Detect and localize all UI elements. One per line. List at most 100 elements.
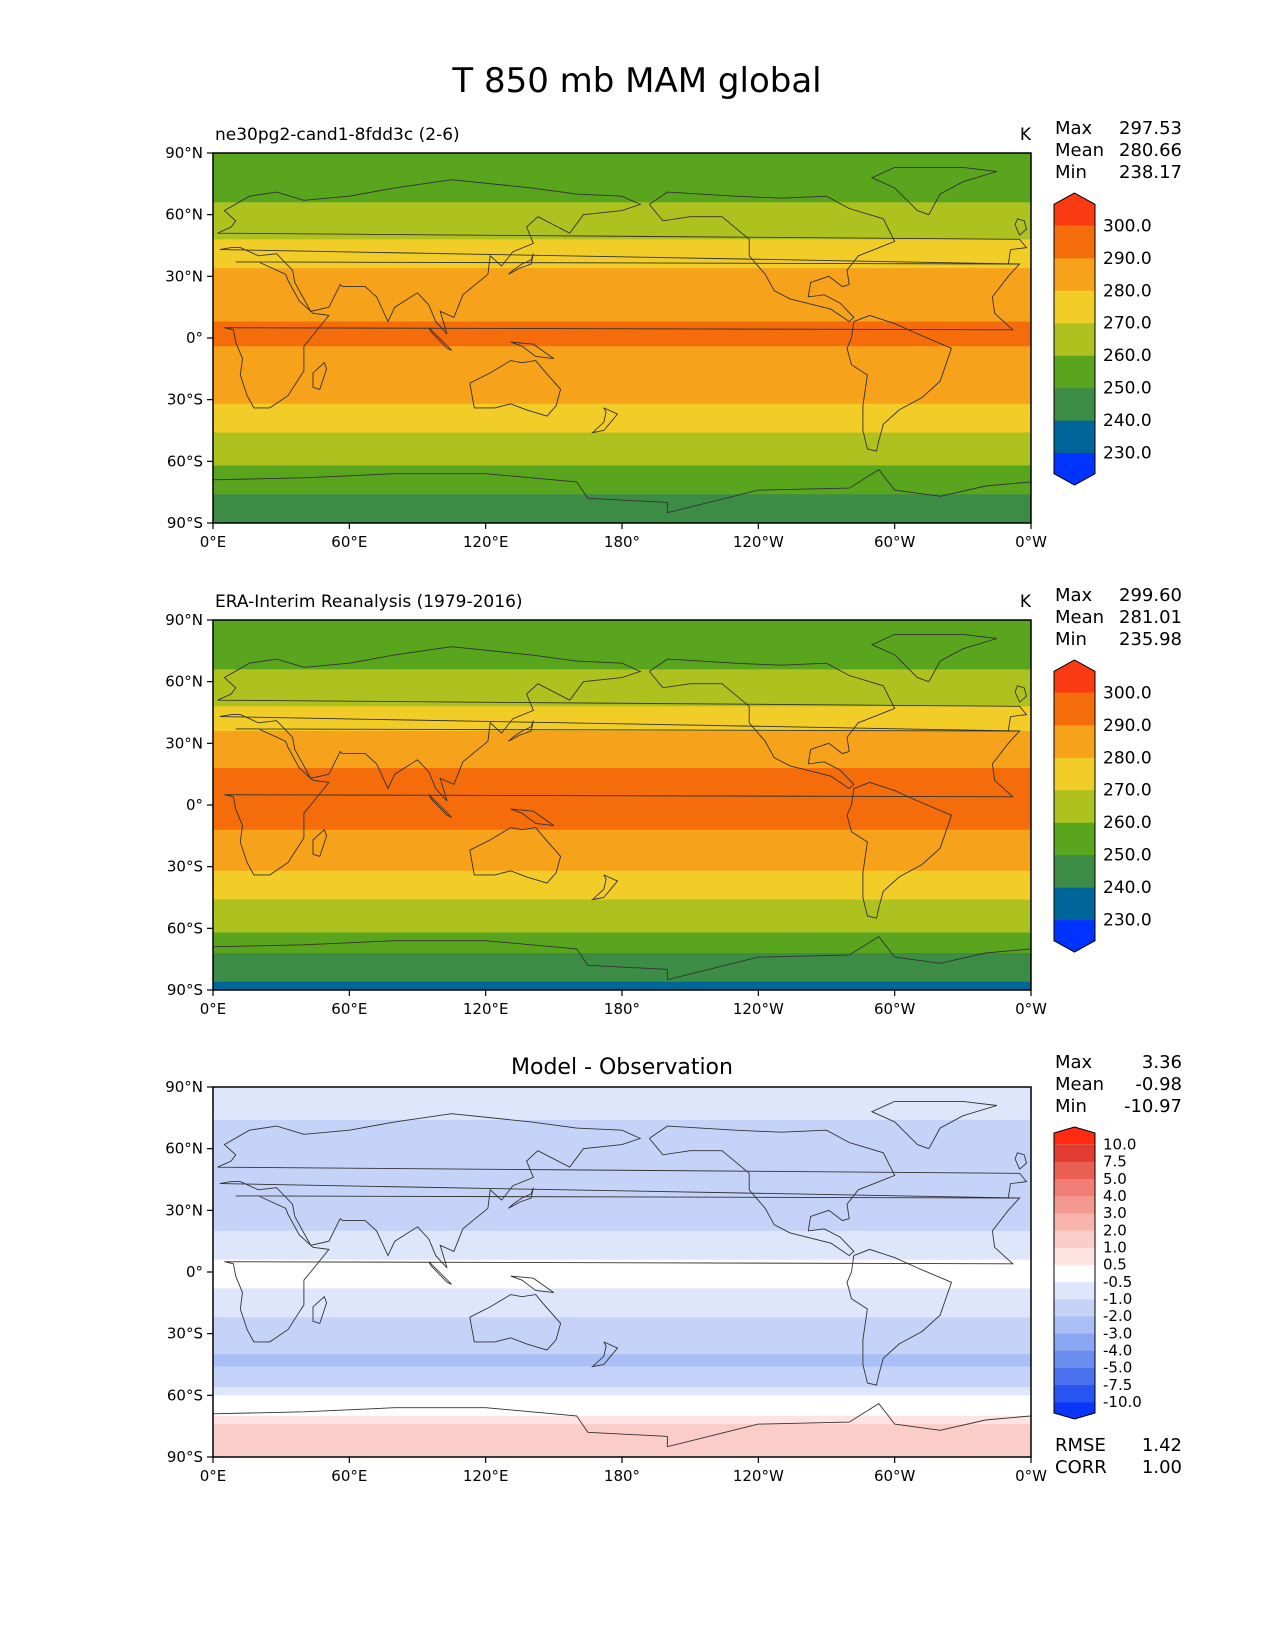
coastline (469, 1294, 562, 1351)
coastline (312, 828, 328, 857)
zonal-band (213, 461, 1031, 467)
zonal-band (213, 903, 1031, 909)
zonal-band (213, 1378, 1031, 1384)
coastline (510, 1275, 555, 1294)
zonal-band (213, 309, 1031, 314)
stat-max-value: 297.53 (1119, 118, 1182, 139)
colorbar-label: -2.0 (1103, 1307, 1132, 1325)
colorbar-segment (1054, 387, 1095, 421)
colorbar-segment (1054, 290, 1095, 324)
zonal-band (213, 477, 1031, 483)
zonal-band (213, 247, 1031, 253)
lon-tick-label: 60°E (331, 533, 367, 551)
zonal-band (213, 1107, 1031, 1113)
zonal-band (213, 235, 1031, 240)
zonal-band (213, 813, 1031, 818)
zonal-band (213, 957, 1031, 962)
stat-min-value: 238.17 (1119, 162, 1182, 183)
coastline (428, 794, 452, 818)
colorbar-segment (1054, 1230, 1095, 1248)
zonal-band (213, 1284, 1031, 1290)
colorbar-segment (1054, 257, 1095, 291)
stat-min-value: 235.98 (1119, 629, 1182, 650)
zonal-band (213, 948, 1031, 954)
zonal-band (213, 366, 1031, 372)
zonal-band (213, 805, 1031, 810)
colorbar-label: -5.0 (1103, 1359, 1132, 1377)
lon-tick-label: 120°W (733, 1467, 784, 1485)
zonal-band (213, 1161, 1031, 1166)
stat-min-label: Min (1055, 162, 1087, 183)
zonal-band (213, 1210, 1031, 1216)
lon-tick-label: 0°E (200, 1467, 227, 1485)
zonal-band (213, 465, 1031, 471)
lon-tick-label: 60°E (331, 1467, 367, 1485)
coastline (510, 808, 555, 827)
zonal-band (213, 1292, 1031, 1298)
zonal-band (213, 772, 1031, 777)
coastline (508, 720, 534, 742)
zonal-band (213, 928, 1031, 934)
zonal-band (213, 502, 1031, 508)
zonal-band (213, 469, 1031, 475)
zonal-band (213, 498, 1031, 504)
coastline (1014, 685, 1028, 703)
zonal-band (213, 911, 1031, 917)
zonal-band (213, 1346, 1031, 1351)
colorbar-label: 7.5 (1103, 1153, 1127, 1171)
lon-tick-label: 180° (604, 1000, 640, 1018)
zonal-band (213, 1156, 1031, 1162)
zonal-band (213, 985, 1031, 990)
zonal-band (213, 1099, 1031, 1105)
colorbar-segment (1054, 1195, 1095, 1214)
zonal-band (213, 1218, 1031, 1224)
zonal-band (213, 1440, 1031, 1446)
zonal-band (213, 449, 1031, 454)
zonal-band (213, 776, 1031, 781)
colorbar-label: 270.0 (1103, 781, 1152, 801)
coastline (508, 253, 534, 275)
colorbar-segment (1054, 1298, 1095, 1317)
zonal-band (213, 329, 1031, 335)
stat-max-label: Max (1055, 118, 1093, 139)
zonal-band (213, 173, 1031, 179)
zonal-band (213, 301, 1031, 306)
zonal-band (213, 391, 1031, 397)
lon-tick-label: 120°E (463, 1467, 509, 1485)
zonal-band (213, 185, 1031, 191)
zonal-band (213, 887, 1031, 892)
zonal-band (213, 358, 1031, 364)
colorbar-segment (1054, 887, 1095, 921)
zonal-band (213, 973, 1031, 979)
zonal-band (213, 944, 1031, 950)
zonal-band (213, 1424, 1031, 1429)
lat-tick-label: 30°S (167, 858, 203, 876)
lon-tick-label: 60°E (331, 1000, 367, 1018)
zonal-band (213, 833, 1031, 839)
zonal-band (213, 354, 1031, 360)
zonal-band (213, 1304, 1031, 1310)
stat-max-label: Max (1055, 1052, 1093, 1073)
zonal-band (213, 1354, 1031, 1359)
zonal-band (213, 276, 1031, 282)
zonal-band (213, 1321, 1031, 1327)
zonal-band (213, 1333, 1031, 1339)
zonal-band (213, 198, 1031, 203)
colorbar-segment (1054, 1384, 1095, 1403)
zonal-band (213, 977, 1031, 983)
zonal-band (213, 677, 1031, 683)
zonal-band (213, 1214, 1031, 1220)
lat-tick-label: 60°N (165, 673, 203, 691)
zonal-band (213, 514, 1031, 520)
zonal-band (213, 924, 1031, 929)
zonal-band (213, 432, 1031, 438)
zonal-band (213, 685, 1031, 691)
colorbar-segment (1054, 757, 1095, 791)
zonal-band (213, 243, 1031, 249)
zonal-band (213, 1189, 1031, 1195)
zonal-band (213, 313, 1031, 319)
zonal-band (213, 264, 1031, 269)
zonal-band (213, 403, 1031, 409)
lat-tick-label: 60°S (167, 1386, 203, 1404)
zonal-band (213, 883, 1031, 888)
